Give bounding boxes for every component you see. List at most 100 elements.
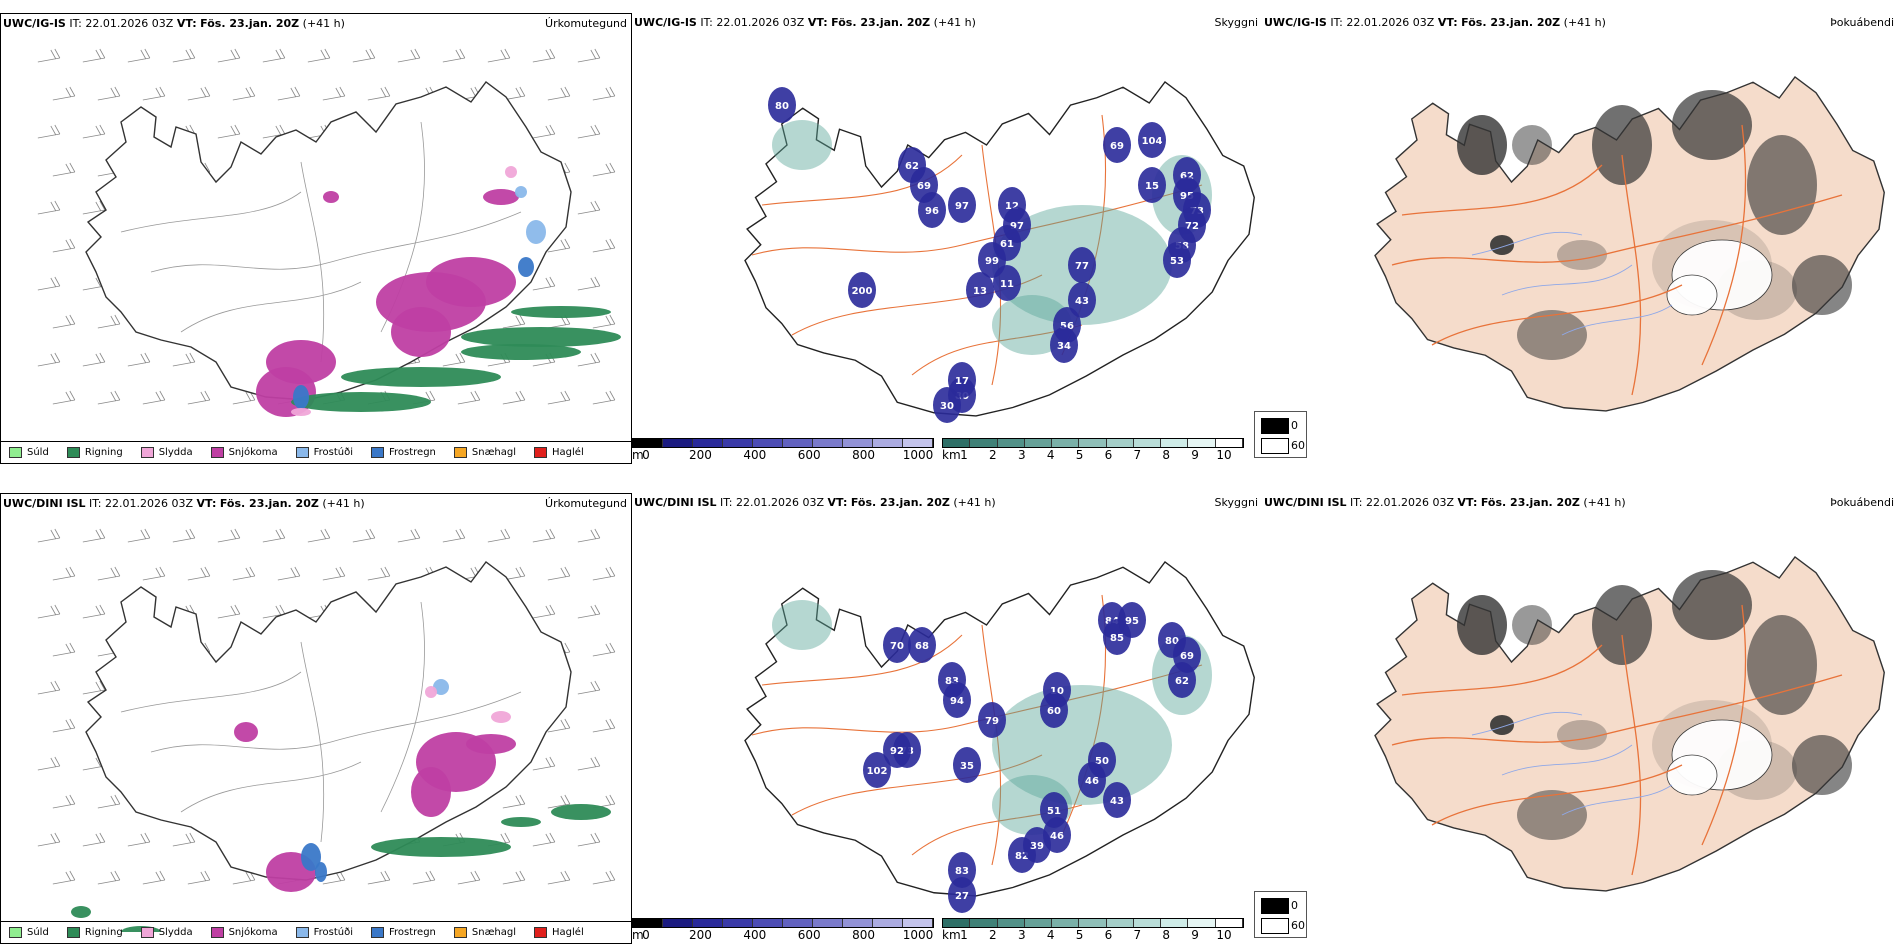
low-cloud-area — [966, 272, 994, 308]
legend-label: Frostregn — [389, 927, 436, 938]
colorbar-tick: 1 — [960, 448, 968, 462]
precip-area-snjokoma — [483, 189, 519, 205]
colorbar-tick: 4 — [1046, 448, 1055, 462]
legend-item-snaehagl: Snæhagl — [453, 447, 517, 458]
legend-label: Slydda — [158, 447, 193, 458]
cloud-base-label: 92 — [890, 746, 904, 757]
road-network — [1391, 124, 1843, 396]
colorbar-unit: km — [942, 928, 961, 942]
glacier-area — [1666, 274, 1718, 316]
fog-panel-row2: UWC/DINI ISL IT: 22.01.2026 03Z VT: Fös.… — [1254, 493, 1900, 944]
low-cloud-area — [948, 362, 976, 398]
legend-label: Snæhagl — [471, 447, 517, 458]
river-network — [1471, 231, 1673, 336]
fog-index-area — [1792, 255, 1852, 315]
precip-area-rigning — [461, 344, 581, 360]
cloud-base-label: 46 — [1050, 831, 1064, 842]
legend-label: Haglél — [552, 927, 584, 938]
sky-title-row2: Skyggni — [1214, 496, 1258, 509]
precip-header-row1: UWC/IG-IS IT: 22.01.2026 03Z VT: Fös. 23… — [3, 17, 345, 30]
legend-item-frostregn: Frostregn — [371, 927, 436, 938]
precip-area-frostregn — [315, 862, 327, 882]
legend-swatch — [371, 927, 384, 938]
fog-index-area — [1557, 720, 1607, 750]
colorbar-gradient — [632, 918, 934, 928]
cloud-colorbar-row2: m 0 200 400 600 800 1000 — [632, 917, 934, 943]
precip-area-rigning — [71, 906, 91, 918]
low-cloud-area — [908, 627, 936, 663]
legend-item-frostregn: Frostregn — [371, 447, 436, 458]
low-cloud-area — [1103, 782, 1131, 818]
fog-index-area — [1512, 125, 1552, 165]
precip-area-frostregn — [518, 257, 534, 277]
colorbar-tick: 600 — [797, 448, 821, 462]
cloud-base-label: 95 — [1180, 191, 1194, 202]
precip-area-frostregn — [301, 843, 321, 871]
precip-area-snjokoma — [234, 722, 258, 742]
low-cloud-area — [1023, 827, 1051, 863]
precip-area-rigning — [461, 327, 621, 347]
low-cloud-area — [1138, 167, 1166, 203]
fog-index-area — [1557, 240, 1607, 270]
colorbar-tick: 1 — [960, 928, 968, 942]
cloud-base-label: 94 — [950, 696, 964, 707]
cloud-base-label: 82 — [1015, 851, 1029, 862]
low-cloud-area — [1050, 327, 1078, 363]
colorbar-gradient — [632, 438, 934, 448]
visibility-colorbar-row2: km 1 2 3 4 5 6 7 8 9 10 — [942, 917, 1244, 943]
precip-area-snjokoma — [426, 257, 516, 307]
colorbar-tick: 0 — [642, 448, 650, 462]
cloud-base-label: 97 — [1010, 221, 1024, 232]
low-cloud-area — [883, 732, 911, 768]
cloud-base-label: 43 — [1075, 296, 1089, 307]
legend-item-frostudi: Frostúði — [295, 927, 353, 938]
cloud-base-label: 83 — [955, 866, 969, 877]
cloud-base-label: 30 — [940, 401, 954, 412]
colorbar-tick: 600 — [797, 928, 821, 942]
legend-swatch — [210, 447, 224, 458]
low-cloud-area — [918, 192, 946, 228]
colorbar-unit: m — [632, 928, 644, 942]
sky-map-row2: 7068839484958580696210607973102923551465… — [744, 561, 1255, 913]
colorbar-tick: 10 — [1216, 928, 1232, 942]
cloud-base-label: 60 — [1047, 706, 1061, 717]
fog-index-area — [1517, 310, 1587, 360]
legend-swatch — [140, 447, 154, 458]
road-network — [120, 121, 522, 363]
legend-label: Haglél — [552, 447, 584, 458]
precip-area-frostudi — [515, 186, 527, 198]
precip-area-rigning — [551, 804, 611, 820]
road-network — [1391, 604, 1843, 876]
cloud-base-label: 96 — [925, 206, 939, 217]
legend-label: Snjókoma — [228, 447, 278, 458]
visibility-colorbar-row1: km 1 2 3 4 5 6 7 8 9 10 — [942, 437, 1244, 463]
colorbar-tick: 10 — [1216, 448, 1232, 462]
colorbar-tick: 400 — [743, 928, 767, 942]
colorbar-tick: 5 — [1075, 448, 1084, 462]
cloud-base-label: 56 — [1060, 321, 1074, 332]
colorbar-tick: 4 — [1046, 928, 1055, 942]
colorbar-tick: 2 — [989, 448, 997, 462]
fog-map-row1 — [1374, 76, 1885, 412]
low-cloud-area — [948, 877, 976, 913]
colorbar-tick: 800 — [852, 928, 876, 942]
fog-index-area — [1672, 90, 1752, 160]
precip-area-rigning — [501, 817, 541, 827]
low-cloud-area — [1138, 122, 1166, 158]
cloud-base-label: 104 — [1142, 136, 1163, 147]
fog-header-row2: UWC/DINI ISL IT: 22.01.2026 03Z VT: Fös.… — [1264, 496, 1626, 509]
fog-title-row1: Þokuábendi — [1830, 16, 1894, 29]
low-cloud-area — [768, 87, 796, 123]
cloud-base-label: 12 — [1005, 201, 1019, 212]
low-cloud-area — [1068, 282, 1096, 318]
fog-index-area — [1490, 235, 1514, 255]
legend-swatch — [9, 927, 22, 938]
cloud-base-label: 69 — [1180, 651, 1194, 662]
low-cloud-area — [1103, 619, 1131, 655]
low-cloud-area — [993, 265, 1021, 301]
precip-area-frostregn — [293, 385, 309, 409]
low-cloud-area — [848, 272, 876, 308]
sky-header-row1: UWC/IG-IS IT: 22.01.2026 03Z VT: Fös. 23… — [634, 16, 976, 29]
cloud-base-label: 27 — [955, 891, 969, 902]
cloud-base-label: 13 — [973, 286, 987, 297]
